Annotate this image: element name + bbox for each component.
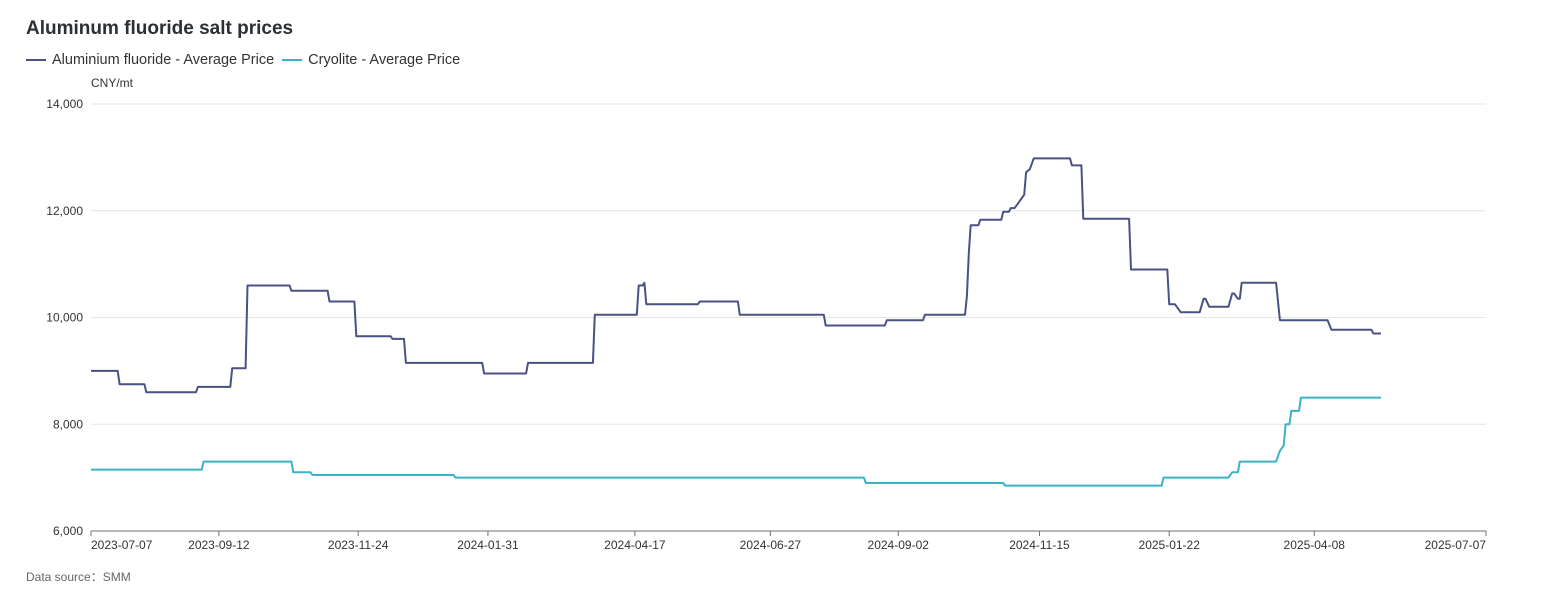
- series-line-cryolite: [91, 396, 1381, 487]
- x-tick-label: 2023-09-12: [188, 538, 250, 552]
- legend-swatch: [26, 59, 46, 61]
- y-tick-label: 12,000: [46, 204, 83, 218]
- legend-item-aluminium-fluoride[interactable]: Aluminium fluoride - Average Price: [26, 52, 274, 68]
- x-axis-ticks: 2023-07-07 2023-09-12 2023-11-24 2024-01-31…: [90, 531, 1487, 552]
- legend-label: Cryolite - Average Price: [308, 52, 461, 68]
- y-axis-unit: CNY/mt: [91, 76, 134, 90]
- x-tick-label: 2024-04-17: [604, 538, 666, 552]
- x-tick-label: 2025-07-07: [1425, 538, 1487, 552]
- x-tick-label: 2024-11-15: [1009, 538, 1070, 552]
- series-layer: [91, 157, 1381, 487]
- x-tick-label: 2025-04-08: [1284, 538, 1346, 552]
- chart-legend: Aluminium fluoride - Average Price Cryol…: [26, 52, 460, 68]
- gridlines: [91, 103, 1486, 532]
- legend-swatch: [282, 59, 303, 61]
- x-tick-label: 2024-09-02: [868, 538, 930, 552]
- series-line-aluminium-fluoride: [91, 157, 1381, 394]
- y-tick-label: 14,000: [46, 97, 83, 111]
- x-tick-label: 2023-07-07: [91, 538, 153, 552]
- x-tick-label: 2024-06-27: [740, 538, 802, 552]
- legend-item-cryolite[interactable]: Cryolite - Average Price: [282, 52, 460, 68]
- legend-label: Aluminium fluoride - Average Price: [52, 52, 275, 68]
- y-tick-label: 10,000: [46, 311, 83, 325]
- x-tick-label: 2024-01-31: [457, 538, 519, 552]
- y-tick-label: 6,000: [53, 524, 83, 538]
- y-tick-label: 8,000: [53, 417, 83, 431]
- x-tick-label: 2023-11-24: [328, 538, 389, 552]
- x-tick-label: 2025-01-22: [1139, 538, 1201, 552]
- data-source-note: Data source：SMM: [26, 570, 131, 584]
- y-axis-ticks: 6,000 8,000 10,000 12,000 14,000: [46, 97, 83, 538]
- chart-title: Aluminum fluoride salt prices: [26, 18, 294, 39]
